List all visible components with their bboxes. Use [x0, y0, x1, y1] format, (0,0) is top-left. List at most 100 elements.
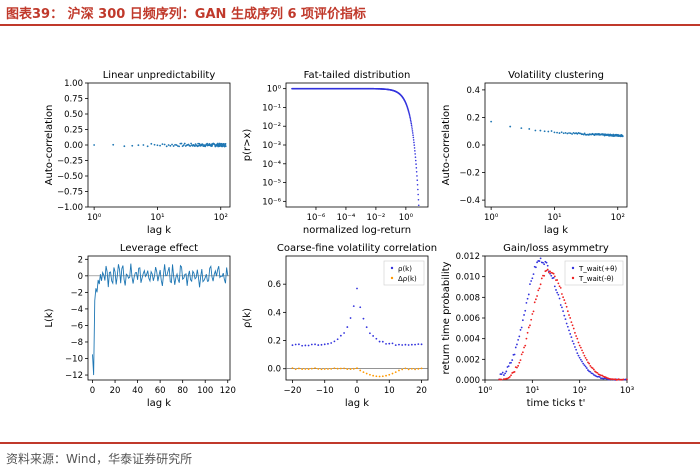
- loss-point: [516, 366, 518, 369]
- loss-point: [548, 271, 550, 274]
- data-point: [171, 143, 173, 146]
- data-point: [224, 145, 227, 147]
- delta-rho-point: [372, 374, 375, 377]
- data-point: [411, 128, 413, 130]
- loss-point: [587, 361, 589, 364]
- y-tick-label: 10⁻⁶: [262, 197, 281, 207]
- data-point: [416, 179, 419, 182]
- loss-point: [530, 318, 533, 321]
- delta-rho-point: [307, 368, 310, 370]
- gain-point: [553, 285, 556, 288]
- gain-point: [518, 335, 521, 338]
- loss-point: [519, 359, 522, 362]
- data-point: [93, 144, 96, 146]
- data-point: [415, 163, 417, 165]
- loss-point: [533, 301, 536, 304]
- y-tick-label: 0.006: [456, 314, 480, 324]
- rho-point: [420, 343, 423, 346]
- loss-point: [539, 283, 542, 286]
- y-tick-label: 0.2: [466, 113, 480, 123]
- delta-rho-point: [349, 368, 352, 370]
- delta-rho-point: [417, 367, 420, 370]
- x-tick-label: 0: [354, 386, 359, 396]
- loss-point: [581, 349, 583, 352]
- delta-rho-point: [375, 375, 378, 378]
- data-point: [566, 132, 569, 135]
- y-tick-label: 0.008: [456, 293, 480, 303]
- x-tick-label: 120: [220, 386, 236, 396]
- data-point: [412, 134, 414, 136]
- x-tick-label: 10⁰: [484, 213, 499, 223]
- loss-point: [500, 378, 503, 381]
- data-point: [190, 142, 192, 145]
- gain-point: [511, 359, 514, 361]
- rho-point: [417, 343, 420, 346]
- legend-box: [564, 260, 624, 286]
- data-point: [550, 130, 553, 132]
- y-tick-label: −8: [70, 338, 83, 348]
- rho-point: [320, 343, 323, 346]
- delta-rho-point: [298, 367, 300, 370]
- loss-point: [517, 364, 520, 367]
- x-axis-label: lag k: [544, 225, 568, 236]
- data-point: [409, 119, 412, 122]
- chart-title: Leverage effect: [120, 243, 198, 254]
- data-point: [131, 144, 134, 147]
- delta-rho-point: [420, 367, 423, 370]
- loss-point: [527, 326, 530, 329]
- loss-point: [592, 368, 595, 371]
- source-note: 资料来源：Wind，华泰证券研究所: [6, 452, 193, 466]
- delta-rho-point: [346, 368, 349, 370]
- loss-point: [561, 293, 563, 295]
- y-tick-label: 10⁻²: [262, 122, 281, 132]
- x-tick-label: 20: [416, 386, 427, 396]
- chart-title: Gain/loss asymmetry: [503, 243, 609, 254]
- gain-point: [550, 274, 553, 277]
- loss-point: [546, 268, 549, 271]
- loss-point: [523, 346, 525, 349]
- gain-point: [534, 266, 537, 269]
- loss-point: [578, 344, 581, 347]
- data-point: [414, 153, 416, 155]
- data-point: [175, 144, 178, 146]
- loss-point: [518, 361, 521, 364]
- data-point: [509, 125, 512, 128]
- loss-point: [622, 378, 625, 381]
- gain-point: [556, 291, 559, 294]
- delta-rho-point: [391, 372, 394, 375]
- data-point: [414, 150, 416, 152]
- data-point: [411, 130, 414, 132]
- gain-point: [565, 322, 568, 325]
- loss-point: [589, 364, 592, 367]
- data-point: [153, 143, 156, 146]
- legend-marker: [390, 266, 394, 270]
- rho-point: [365, 326, 368, 329]
- gain-point: [577, 354, 580, 357]
- loss-point: [568, 314, 570, 316]
- delta-rho-point: [401, 368, 404, 371]
- gain-point: [566, 325, 569, 328]
- rho-point: [336, 338, 339, 341]
- y-tick-label: 0: [78, 272, 83, 282]
- data-point: [568, 132, 570, 134]
- gain-point: [598, 376, 601, 378]
- plot-frame: [285, 82, 429, 208]
- y-tick-label: 0.002: [456, 355, 480, 365]
- loss-point: [564, 302, 567, 305]
- y-axis-label: return time probability: [441, 261, 452, 374]
- x-tick-label: 10²: [214, 213, 228, 223]
- data-point: [165, 145, 168, 148]
- rho-point: [375, 337, 378, 340]
- data-point: [490, 120, 493, 123]
- data-point: [206, 142, 209, 145]
- gain-point: [517, 339, 520, 341]
- legend-box: [383, 260, 425, 286]
- y-tick-label: 0.6: [267, 280, 281, 290]
- y-tick-label: −0.25: [57, 157, 83, 167]
- y-tick-label: −0.50: [57, 172, 83, 182]
- loss-point: [525, 337, 528, 340]
- gain-point: [584, 365, 587, 368]
- data-point: [414, 159, 417, 162]
- x-tick-label: 10²: [611, 213, 625, 223]
